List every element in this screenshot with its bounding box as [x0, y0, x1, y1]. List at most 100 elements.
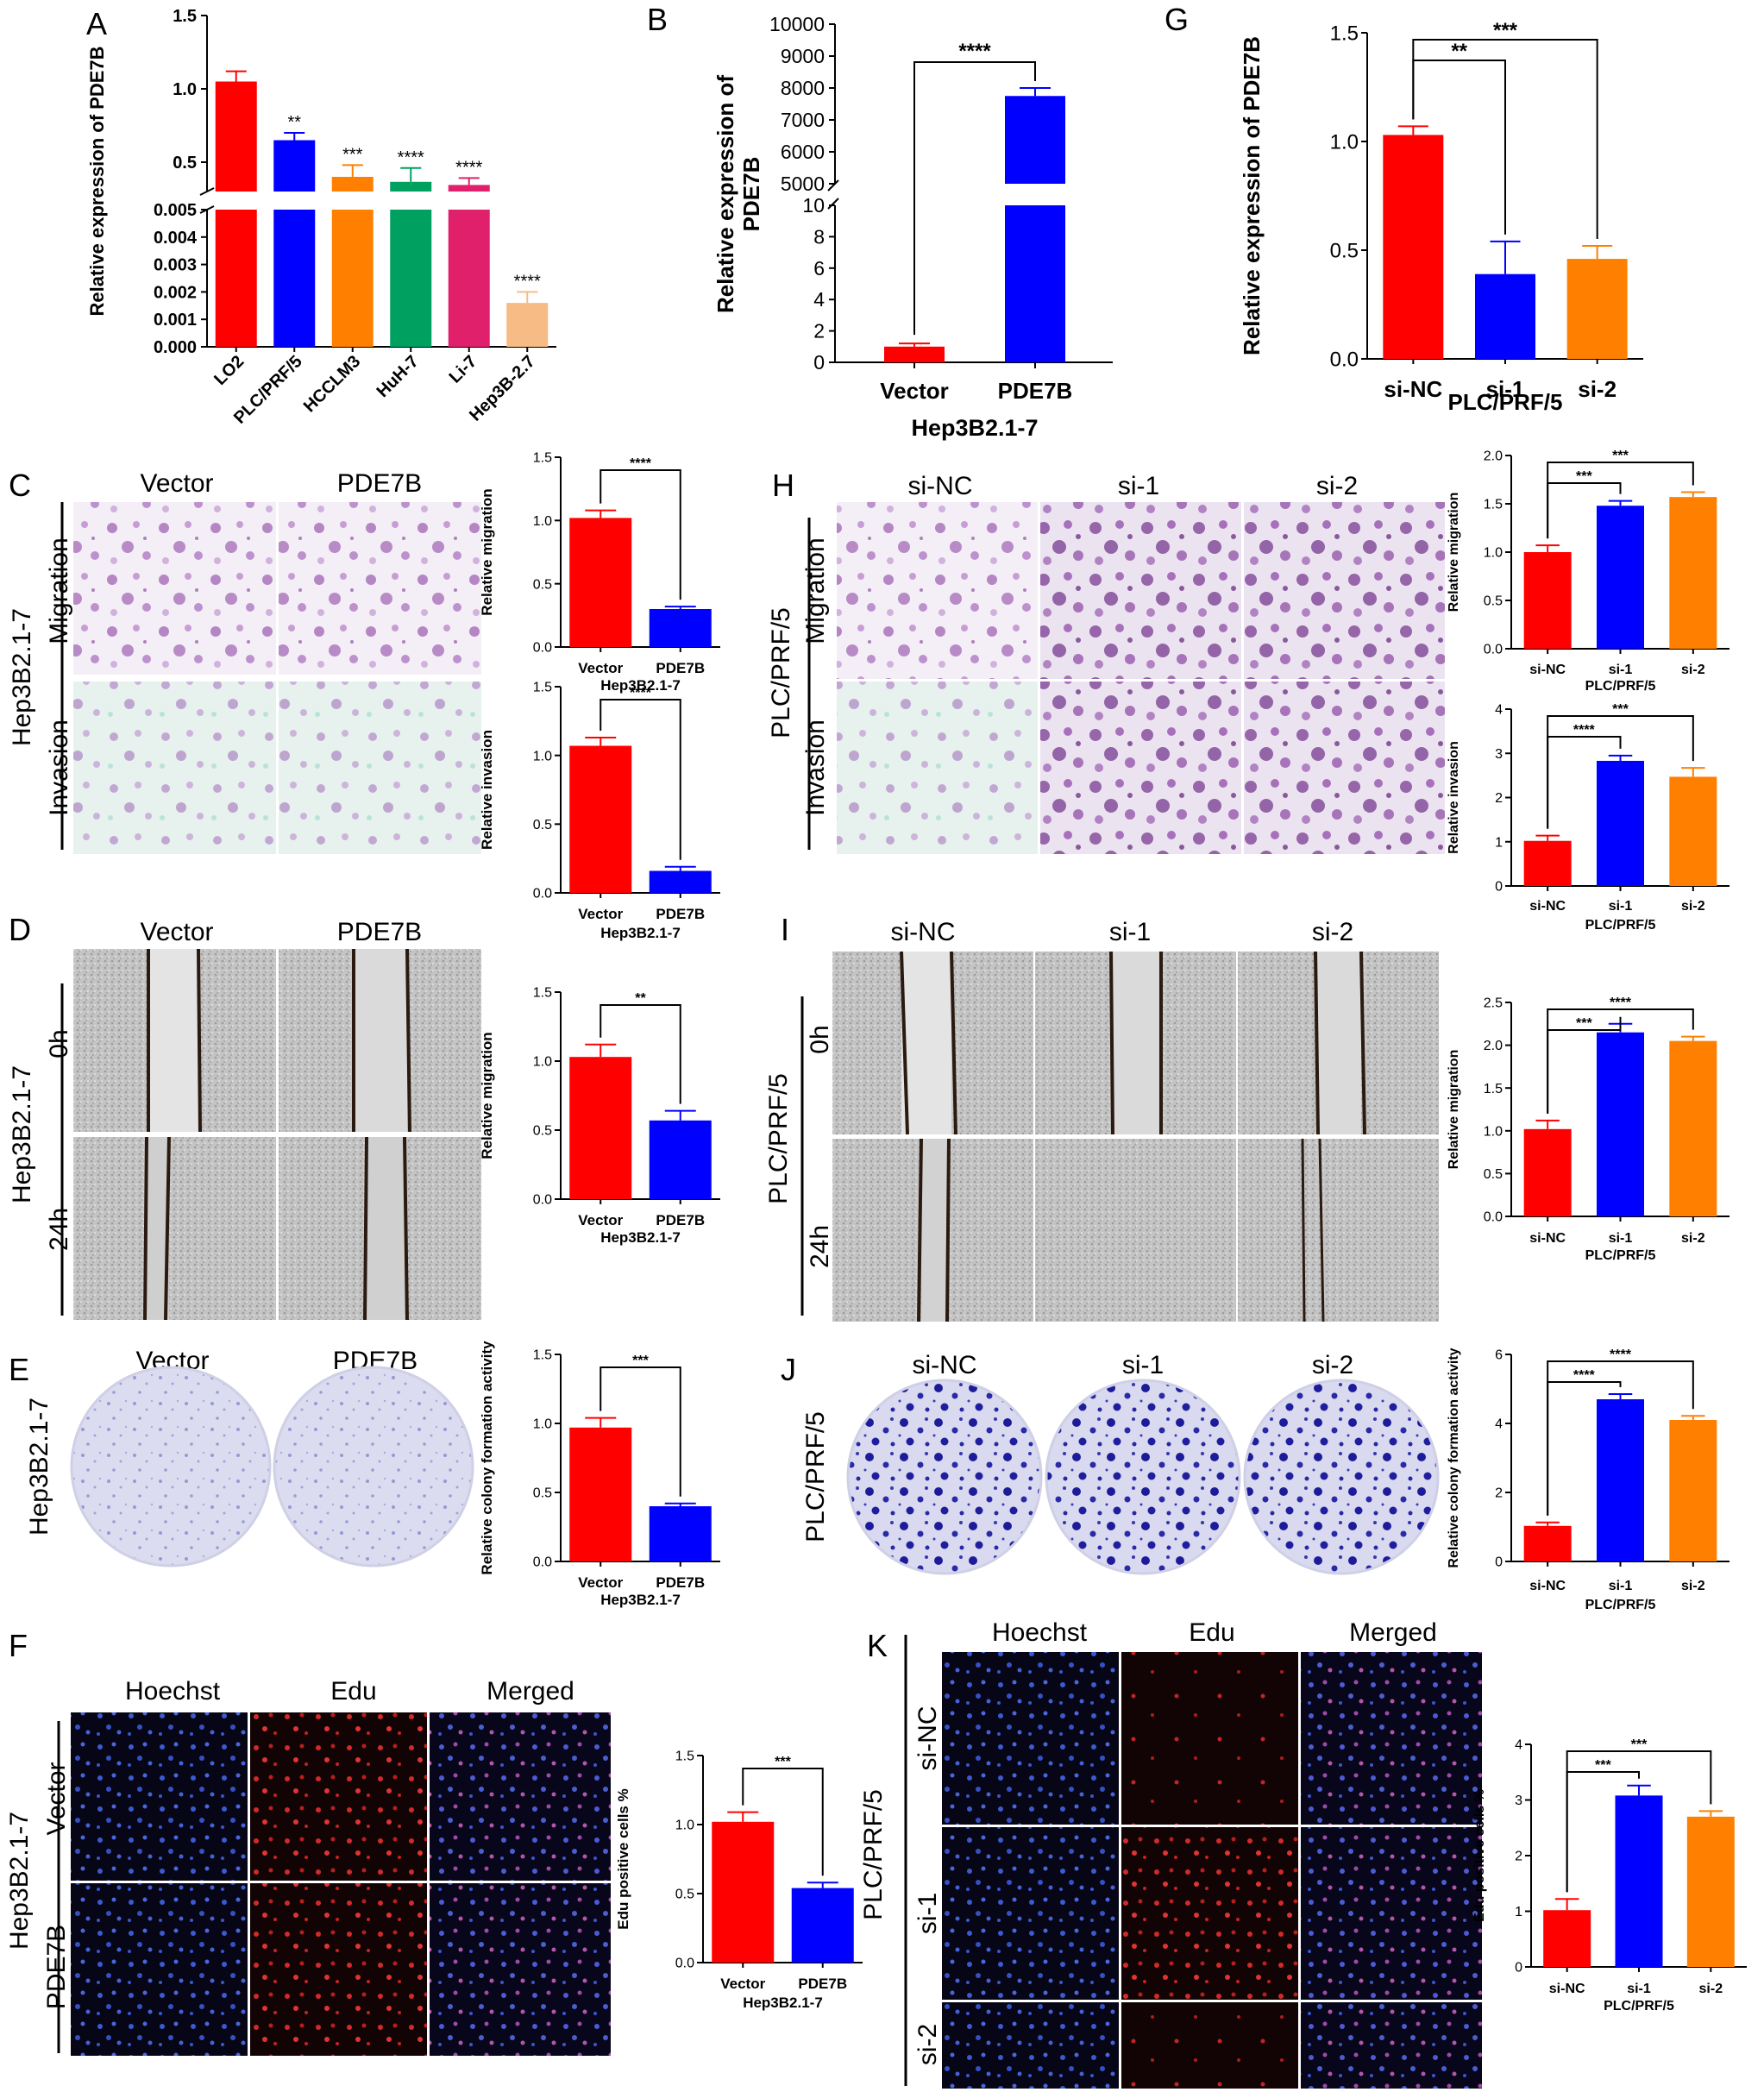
x-tick-label: HuH-7: [374, 352, 423, 401]
y-axis-label: PDE7B: [738, 157, 764, 232]
y-tick-label: 0.0: [1484, 643, 1503, 657]
col-label: Edu: [1189, 1618, 1234, 1647]
bar: [791, 1888, 854, 1963]
significance-label: ****: [630, 456, 652, 471]
chart-j1: 0 2 4 6 si-NC si-1 si-2 **** **** Relative colony…: [1447, 1348, 1729, 1612]
chart-i1: 0.00.51.01.52.02.5si-NC si-1 si-2*******Re…: [1447, 996, 1729, 1263]
bar: [1475, 273, 1535, 359]
y-axis-label: Relative migration: [479, 488, 495, 615]
panel-e-images: Vector PDE7B Hep3B2.1-7: [25, 1347, 474, 1567]
significance-bracket: [600, 699, 681, 860]
bar: [390, 181, 432, 192]
y-tick-label: 1.5: [1484, 1082, 1503, 1096]
y-tick-label: 0.0: [533, 1193, 552, 1208]
x-tick-label: si-NC: [1529, 899, 1566, 914]
x-tick-label: si-NC: [1549, 1982, 1585, 1996]
micrograph: [1040, 502, 1241, 679]
bar: [1597, 1032, 1644, 1216]
bar: [712, 1821, 775, 1963]
x-tick-label: si-NC: [1529, 663, 1566, 677]
chart-e1: 0.0 0.5 1.0 1.5 Vector PDE7B *** Relative colon…: [479, 1341, 720, 1608]
significance-label: ****: [455, 158, 482, 177]
y-tick-label: 8: [813, 225, 825, 248]
panel-f-images: Hoechst Edu Merged Vector PDE7B Hep3B2.1…: [5, 1677, 611, 2056]
x-axis-label: Hep3B2.1-7: [600, 677, 681, 694]
group-label: PLC/PRF/5: [859, 1789, 888, 1920]
bar: [215, 81, 257, 192]
y-axis-label: Relative invasion: [479, 730, 495, 850]
row-label: si-NC: [913, 1706, 942, 1771]
significance-bracket: [742, 1768, 824, 1876]
x-tick-label: si-2: [1681, 663, 1705, 677]
y-axis-label: Relative expression of PDE7B: [86, 46, 108, 316]
col-label: si-1: [1109, 918, 1151, 946]
bar: [1523, 1128, 1572, 1216]
fluorescence-edu: [1121, 1652, 1298, 1825]
y-tick-label: 4: [1495, 1417, 1503, 1432]
micrograph: [837, 682, 1038, 854]
panel-letter-g: G: [1164, 2, 1189, 37]
y-tick-label: 0: [1495, 880, 1503, 895]
col-label: Vector: [140, 918, 213, 946]
col-label: si-NC: [913, 1351, 977, 1379]
x-tick-label: Vector: [720, 1976, 765, 1992]
panel-letter-h: H: [772, 468, 794, 503]
panel-j-images: si-NC si-1 si-2 PLC/PRF/5: [801, 1351, 1440, 1575]
panel-letter-a: A: [86, 6, 107, 41]
fluorescence-hoechst: [71, 1883, 248, 2056]
panel-k-images: Hoechst Edu Merged si-NC si-1 si-2 PLC/P…: [859, 1618, 1482, 2089]
colony-dish-pde7b: [273, 1366, 474, 1567]
y-axis-label: Edu positive cells %: [1472, 1789, 1487, 1922]
col-label: si-NC: [908, 472, 973, 500]
significance-bracket: [1412, 39, 1598, 239]
y-axis-label: Relative expression of: [713, 75, 738, 313]
panel-d-images: Vector PDE7B 0h 24h Hep3B2.1-7: [8, 918, 481, 1321]
col-label: si-NC: [891, 918, 956, 946]
x-axis-label: PLC/PRF/5: [1604, 1999, 1674, 2013]
y-tick-label: 1.0: [675, 1819, 694, 1833]
y-tick-label: 0.5: [533, 1124, 552, 1139]
chart-c2: 0.0 0.5 1.0 1.5 Vector PDE7B **** Relative inva…: [479, 681, 720, 941]
bar: [273, 140, 316, 192]
row-label: Vector: [42, 1762, 71, 1835]
y-tick-label: 1.5: [533, 681, 552, 695]
fluorescence-hoechst: [942, 1827, 1119, 2000]
y-tick-label: 1.0: [1484, 1124, 1503, 1139]
bar: [884, 346, 945, 362]
y-tick-label: 1.0: [533, 514, 552, 529]
panel-letter-k: K: [867, 1628, 888, 1663]
x-tick-label: Vector: [880, 378, 949, 404]
x-tick-label: si-NC: [1384, 376, 1442, 402]
x-tick-label: PDE7B: [656, 660, 705, 676]
y-tick-label: 0.5: [533, 818, 552, 832]
chart-k1: 0 1 2 3 4 si-NC si-1 si-2 *** *** Edu positive cel…: [1472, 1737, 1747, 2013]
y-tick-label: 3: [1495, 747, 1503, 762]
col-label: Edu: [330, 1677, 376, 1706]
significance-label: ****: [630, 686, 652, 700]
col-label: si-1: [1118, 472, 1159, 500]
x-tick-label: si-2: [1681, 1579, 1705, 1593]
y-axis-label: Relative colony formation activity: [479, 1341, 495, 1575]
y-tick-label: 0.002: [154, 283, 197, 302]
panel-c-images: Vector PDE7B Migration Invasion Hep3B2.1…: [8, 469, 481, 854]
significance-label: ****: [398, 148, 424, 167]
significance-label: ****: [958, 40, 991, 63]
bar: [331, 210, 374, 347]
significance-label: **: [635, 991, 646, 1006]
y-tick-label: 1.5: [1484, 498, 1503, 512]
x-tick-label: si-1: [1609, 1579, 1633, 1593]
significance-label: ****: [1573, 1368, 1596, 1383]
col-label: PDE7B: [337, 469, 422, 498]
y-tick-label: 1.5: [1330, 22, 1359, 45]
col-label: si-2: [1316, 472, 1358, 500]
bar: [1597, 1399, 1644, 1561]
y-tick-label: 0.0: [1330, 348, 1359, 371]
bar: [1543, 1910, 1591, 1967]
bar: [448, 210, 490, 347]
y-tick-label: 0.001: [154, 311, 197, 330]
x-tick-label: PDE7B: [798, 1976, 847, 1992]
significance-label: ***: [1631, 1737, 1648, 1752]
y-tick-label: 1.5: [533, 1348, 552, 1363]
y-tick-label: 7000: [781, 109, 825, 131]
bar: [1523, 552, 1572, 649]
